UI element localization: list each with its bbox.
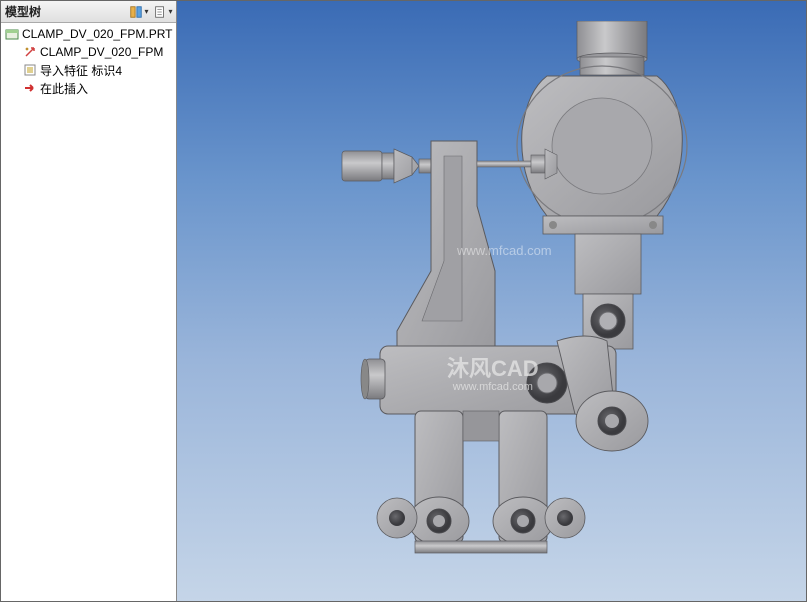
- model-tree[interactable]: CLAMP_DV_020_FPM.PRT CLAMP_DV_020_FPM 导入…: [1, 23, 176, 601]
- filter-icon: [129, 5, 143, 19]
- dropdown-arrow-icon: ▾: [144, 7, 148, 16]
- tree-item-label: 导入特征 标识4: [40, 62, 122, 79]
- tree-root-label: CLAMP_DV_020_FPM.PRT: [22, 27, 173, 41]
- tree-root-item[interactable]: CLAMP_DV_020_FPM.PRT: [1, 25, 176, 43]
- part-icon: [5, 27, 19, 41]
- viewport-3d[interactable]: www.mfcad.com 沐风CAD www.mfcad.com: [177, 1, 806, 601]
- model-rendering: [247, 21, 727, 561]
- show-options-button[interactable]: ▾: [128, 3, 150, 21]
- dropdown-arrow-icon: ▾: [168, 7, 172, 16]
- sidebar-title: 模型树: [5, 3, 41, 20]
- settings-button[interactable]: ▾: [152, 3, 174, 21]
- feature-icon: [23, 45, 37, 59]
- import-feature-icon: [23, 63, 37, 77]
- tree-item-label: CLAMP_DV_020_FPM: [40, 45, 163, 59]
- tree-item[interactable]: CLAMP_DV_020_FPM: [1, 43, 176, 61]
- tree-item[interactable]: 导入特征 标识4: [1, 61, 176, 79]
- sidebar-toolbar: ▾ ▾: [128, 3, 174, 21]
- tree-item[interactable]: 在此插入: [1, 79, 176, 97]
- tree-item-label: 在此插入: [40, 80, 88, 97]
- document-icon: [153, 5, 167, 19]
- insert-here-icon: [23, 81, 37, 95]
- sidebar-header: 模型树 ▾ ▾: [1, 1, 176, 23]
- model-tree-panel: 模型树 ▾ ▾: [1, 1, 177, 601]
